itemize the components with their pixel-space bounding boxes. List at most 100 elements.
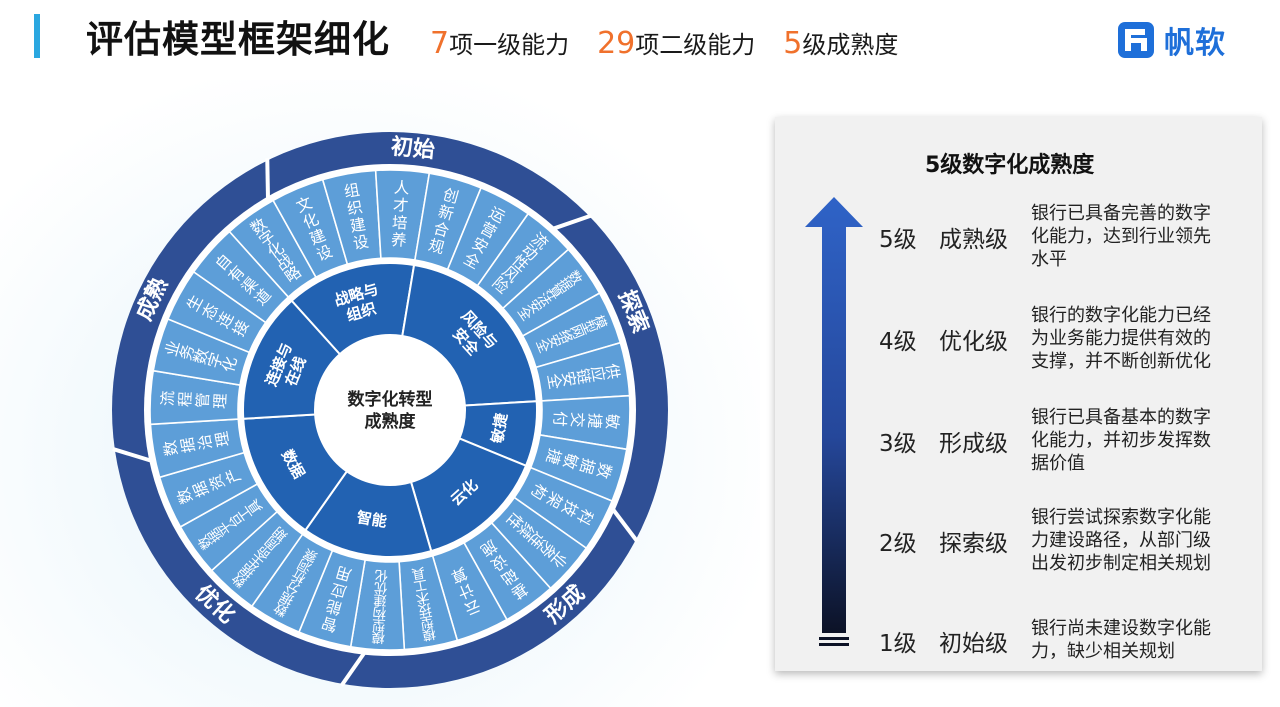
sub-capability-char: 云 (462, 596, 483, 619)
sub-capability-char: 运 (486, 203, 508, 226)
brand-logo: 帆软 (1116, 18, 1226, 62)
sub-capability-char: 设 (352, 233, 370, 253)
level-description: 银行已具备完善的数字 化能力，达到行业领先 水平 (1031, 202, 1231, 271)
level-description-line: 银行尝试探索数字化能 (1031, 506, 1211, 528)
panel-title: 5级数字化成熟度 (925, 153, 1095, 178)
level-description: 银行已具备基本的数字 化能力，并初步发挥数 据价值 (1031, 406, 1231, 475)
sub-capability-char: 析 (289, 566, 309, 587)
sub-capability-char: 模 (420, 624, 437, 642)
sub-capability-char: 创 (441, 185, 461, 207)
sub-capability-char: 智 (319, 613, 339, 635)
capability-segment (401, 263, 538, 407)
stage-divider (265, 158, 270, 199)
sub-capability-char: 组 (343, 181, 361, 201)
sub-capability-char: 建 (373, 591, 387, 608)
sub-capability-char: 新 (436, 202, 456, 224)
level-name: 探索级 (939, 531, 1008, 557)
page-title: 评估模型框架细化 (86, 18, 390, 61)
sub-capability-segment (192, 230, 290, 324)
level-number: 3级 (879, 431, 917, 457)
sub-capability-char: 算 (448, 563, 470, 587)
sub-capability-char: 管 (194, 392, 213, 408)
sub-capability-char: 程 (176, 391, 195, 407)
maturity-wheel: 初始探索形成优化成熟数字化战略文化建设组织建设人才培养战略与组织创新合规运营安全… (112, 132, 668, 688)
level-description-line: 银行的数字化能力已经 (1031, 304, 1211, 326)
stat-maturity: 5 级成熟度 (783, 24, 898, 65)
sub-capability-char: 构 (527, 480, 550, 502)
stats-row: 7 项一级能力 29 项二级能力 5 级成熟度 (430, 24, 898, 65)
maturity-level-row: 1级 初始级 银行尚未建设数字化能 力，缺少相关规划 (775, 603, 1262, 683)
maturity-level-row: 3级 形成级 银行已具备基本的数字 化能力，并初步发挥数 据价值 (775, 403, 1262, 483)
sub-capability-char: 文 (294, 194, 315, 217)
brand-name: 帆软 (1164, 26, 1226, 61)
maturity-level-row: 5级 成熟级 银行已具备完善的数字 化能力，达到行业领先 水平 (775, 199, 1262, 279)
stage-divider (339, 651, 367, 687)
level-number: 5级 (879, 227, 917, 253)
level-number: 4级 (879, 329, 917, 355)
sub-capability-char: 织 (346, 198, 364, 218)
sub-capability-char: 模 (589, 313, 609, 332)
sub-capability-char: 治 (195, 433, 215, 451)
level-description-line: 银行已具备基本的数字 (1031, 406, 1211, 428)
sub-capability-char: 架 (543, 489, 566, 511)
level-description-line: 为业务能力提供有效的 (1031, 327, 1211, 349)
sub-capability-char: 科 (573, 506, 596, 528)
level-description: 银行尝试探索数字化能 力建设路径，从部门级 出发初步制定相关规划 (1031, 506, 1231, 575)
sub-capability-char: 理 (213, 430, 233, 448)
sub-capability-char: 用 (334, 563, 354, 585)
sub-capability-char: 技 (558, 497, 581, 519)
level-description: 银行尚未建设数字化能 力，缺少相关规划 (1031, 617, 1231, 663)
sub-capability-char: 化 (219, 355, 241, 375)
sub-capability-char: 安 (469, 234, 491, 257)
sub-capability-char: 数 (593, 461, 615, 481)
sub-capability-label: 云计算 (448, 563, 483, 618)
sub-capability-char: 应 (329, 579, 349, 602)
center-label: 数字化转型 (348, 389, 433, 410)
sub-capability-char: 字 (205, 351, 227, 371)
sub-capability-char: 链 (573, 367, 593, 386)
sub-capability-char: 接 (230, 317, 253, 339)
sub-capability-char: 安 (544, 332, 564, 351)
sub-capability-char: 型 (372, 616, 386, 633)
center-label: 成熟度 (365, 411, 417, 432)
level-description-line: 据价值 (1031, 452, 1085, 474)
sub-capability-char: 生 (183, 292, 206, 314)
sub-capability-char: 具 (410, 564, 426, 582)
capability-label-line: 敏捷 (488, 411, 511, 446)
sub-capability-char: 合 (431, 219, 451, 241)
sub-capability-char: 型 (578, 318, 598, 337)
sub-capability-char: 技 (416, 600, 433, 618)
level-description-line: 化能力，达到行业领先 (1031, 225, 1211, 247)
title-accent-bar (34, 14, 40, 58)
level-description-line: 水平 (1031, 248, 1067, 270)
sub-capability-char: 络 (555, 327, 575, 346)
stage-divider (112, 447, 152, 463)
stat-level1: 7 项一级能力 (430, 24, 569, 65)
level-description: 银行的数字化能力已经 为业务能力提供有效的 支撑，并不断创新优化 (1031, 304, 1231, 373)
sub-capability-char: 据 (277, 588, 297, 609)
sub-capability-char: 构 (372, 604, 386, 621)
stat-label: 项二级能力 (635, 31, 756, 59)
fanruan-logo-icon (1118, 22, 1154, 58)
sub-capability-char: 资 (206, 472, 229, 493)
level-number: 2级 (879, 531, 917, 557)
sub-capability-char: 分 (283, 577, 303, 598)
level-description-line: 支撑，并不断创新优化 (1031, 350, 1211, 372)
sub-capability-char: 网 (567, 323, 587, 342)
sub-capability-char: 人 (393, 179, 409, 198)
sub-capability-char: 敏 (559, 451, 581, 471)
stat-number: 29 (597, 26, 636, 61)
level-number: 1级 (879, 631, 917, 657)
stage-divider (552, 213, 593, 231)
level-description-line: 出发初步制定相关规划 (1031, 552, 1211, 574)
sub-capability-char: 营 (477, 219, 499, 242)
